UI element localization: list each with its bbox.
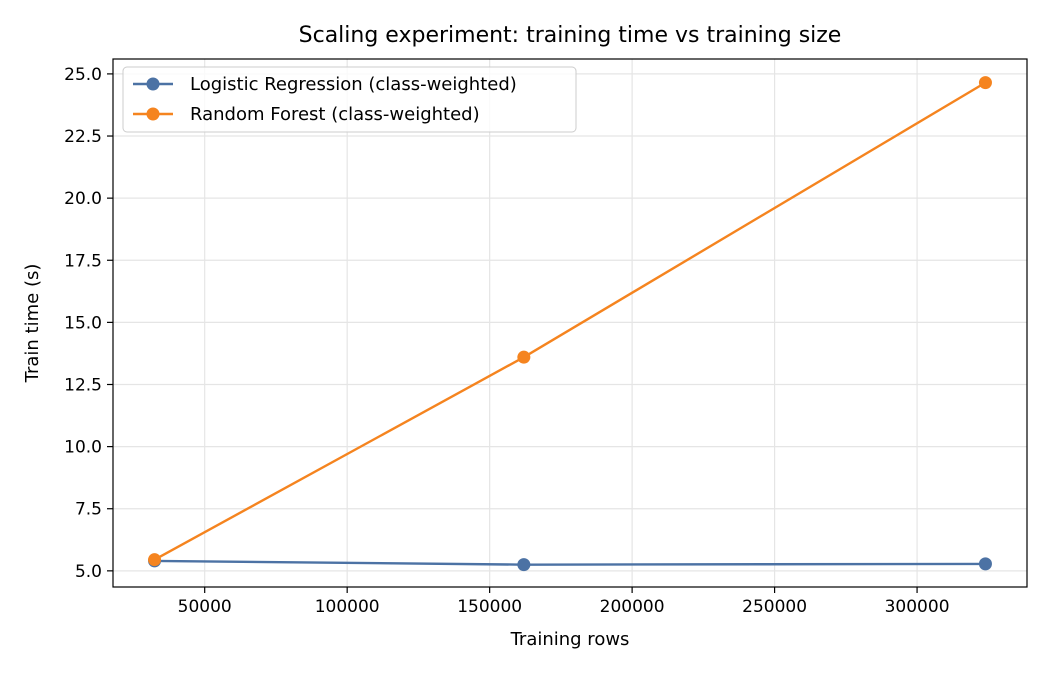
series-2-point — [517, 350, 531, 364]
y-tick-label: 22.5 — [64, 127, 102, 147]
legend-marker-1 — [146, 77, 160, 91]
legend-marker-2 — [146, 107, 160, 121]
chart-title: Scaling experiment: training time vs tra… — [299, 23, 842, 48]
y-axis-ticks: 5.0 7.5 10.0 12.5 15.0 17.5 20.0 22.5 25.0 — [64, 65, 113, 582]
y-tick-label: 25.0 — [64, 65, 102, 85]
series-2-point — [978, 76, 992, 90]
x-tick-label: 150000 — [457, 597, 522, 617]
y-tick-label: 10.0 — [64, 438, 102, 458]
x-tick-label: 250000 — [742, 597, 807, 617]
x-tick-label: 200000 — [600, 597, 665, 617]
series-1-point — [517, 558, 531, 572]
legend: Logistic Regression (class-weighted) Rand… — [122, 66, 577, 133]
series-markers — [148, 76, 992, 572]
y-tick-label: 12.5 — [64, 375, 102, 395]
legend-label-2: Random Forest (class-weighted) — [190, 104, 480, 125]
x-axis-label: Training rows — [510, 629, 630, 650]
plot-area-frame — [112, 58, 1028, 588]
x-tick-label: 50000 — [178, 597, 232, 617]
y-tick-label: 5.0 — [75, 562, 102, 582]
x-tick-label: 300000 — [885, 597, 950, 617]
legend-label-1: Logistic Regression (class-weighted) — [190, 74, 517, 95]
series-1-point — [978, 557, 992, 571]
legend-box — [122, 66, 577, 133]
y-tick-label: 20.0 — [64, 189, 102, 209]
y-tick-label: 15.0 — [64, 313, 102, 333]
y-tick-label: 7.5 — [75, 500, 102, 520]
y-axis-label: Train time (s) — [22, 264, 43, 384]
series-2-point — [148, 553, 162, 567]
y-tick-label: 17.5 — [64, 251, 102, 271]
x-axis-ticks: 50000 100000 150000 200000 250000 300000 — [178, 587, 950, 617]
x-tick-label: 100000 — [315, 597, 380, 617]
